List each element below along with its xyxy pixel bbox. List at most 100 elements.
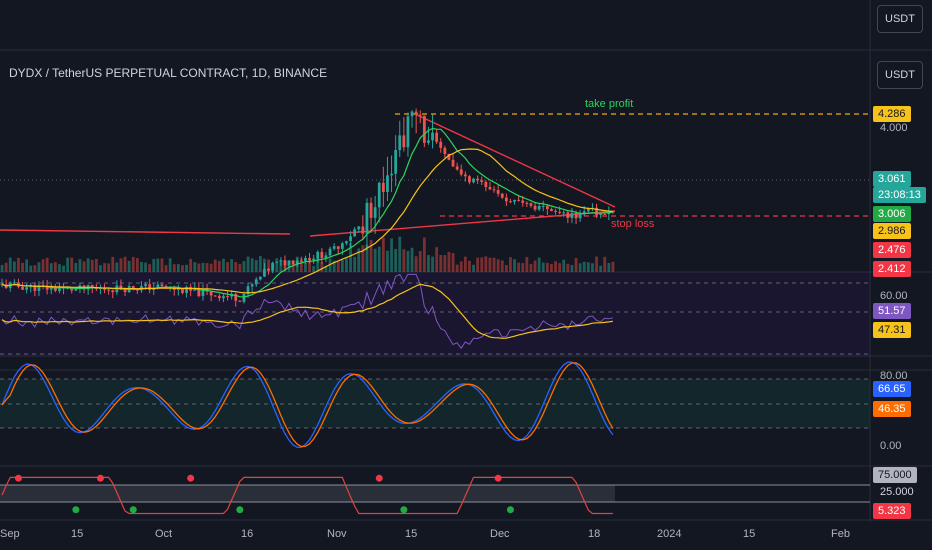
- volume-bar: [496, 259, 500, 272]
- candle-body: [439, 141, 443, 148]
- candle-body: [488, 186, 492, 190]
- candle-body: [103, 288, 106, 290]
- volume-bar: [148, 264, 152, 272]
- volume-bar: [316, 257, 320, 272]
- currency-button-top[interactable]: USDT: [877, 5, 923, 33]
- volume-bar: [591, 263, 594, 272]
- volume-bar: [86, 258, 90, 272]
- candle-body: [418, 114, 422, 116]
- volume-bar: [529, 264, 533, 272]
- volume-bar: [455, 264, 459, 272]
- rsi-value-tag: 51.57: [873, 303, 911, 319]
- volume-bar: [578, 263, 582, 272]
- candle-body: [443, 147, 447, 154]
- ma-slow-line: [1, 148, 613, 294]
- last-price-tag: 3.061: [873, 171, 911, 187]
- candle-body: [529, 203, 533, 206]
- date-label: Oct: [155, 528, 173, 540]
- currency-button-main[interactable]: USDT: [877, 61, 923, 89]
- volume-bar: [152, 258, 156, 272]
- volume-bar: [595, 256, 598, 272]
- volume-bar: [312, 265, 316, 272]
- volume-bar: [140, 261, 143, 272]
- volume-bar: [406, 250, 410, 272]
- volume-bar: [365, 244, 369, 272]
- volume-bar: [550, 264, 553, 272]
- candle-body: [365, 202, 369, 234]
- candle-body: [226, 296, 229, 298]
- candle-body: [37, 285, 41, 291]
- volume-bar: [357, 248, 361, 272]
- signal-dot: [375, 474, 383, 482]
- date-label: 16: [241, 528, 254, 540]
- volume-bar: [164, 265, 168, 272]
- volume-bar: [361, 245, 365, 272]
- volume-bar: [566, 263, 570, 272]
- volume-bar: [435, 247, 439, 272]
- candle-body: [299, 260, 303, 262]
- volume-bar: [345, 257, 348, 272]
- volume-bar: [135, 258, 139, 272]
- stoch-upper-tick: 80.00: [880, 370, 908, 382]
- date-label: 15: [405, 528, 418, 540]
- volume-bar: [410, 247, 414, 272]
- volume-bar: [402, 249, 406, 272]
- volume-bar: [275, 258, 279, 272]
- signal-dot: [72, 506, 80, 514]
- candle-body: [521, 200, 525, 203]
- stop-loss-annotation: stop loss: [611, 218, 655, 230]
- volume-bar: [181, 265, 184, 272]
- candle-body: [562, 212, 566, 214]
- volume-bar: [12, 261, 16, 272]
- volume-bar: [94, 258, 98, 272]
- volume-bar: [17, 257, 20, 272]
- candle-body: [304, 258, 307, 262]
- rsi-tick-label: 60.00: [880, 290, 908, 302]
- volume-bar: [37, 262, 41, 272]
- candle-body: [603, 213, 607, 215]
- date-label: Sep: [0, 528, 20, 540]
- volume-bar: [558, 263, 562, 272]
- volume-bar: [504, 265, 508, 272]
- volume-bar: [308, 258, 311, 272]
- volume-bar: [386, 250, 389, 272]
- candle-body: [484, 181, 488, 187]
- candle-body: [291, 260, 295, 265]
- volume-bar: [418, 251, 422, 272]
- candle-body: [201, 289, 205, 297]
- volume-bar: [254, 260, 258, 272]
- volume-bar: [369, 239, 373, 272]
- candle-body: [222, 296, 225, 299]
- candle-body: [545, 205, 549, 210]
- candle-body: [45, 285, 49, 290]
- volume-bar: [66, 257, 70, 272]
- volume-bar: [394, 248, 398, 272]
- pane-grid: [0, 0, 932, 522]
- volume-bar: [390, 238, 393, 272]
- candle-body: [283, 260, 287, 266]
- volume-bar: [398, 236, 402, 272]
- volume-bar: [90, 259, 94, 272]
- date-label: 2024: [657, 528, 682, 540]
- volume-bar: [541, 262, 545, 272]
- candle-body: [144, 284, 147, 287]
- volume-bar: [439, 254, 443, 272]
- candle-body: [381, 182, 385, 192]
- volume-bar: [603, 256, 607, 272]
- stop-loss-price-tag: 2.476: [873, 242, 911, 258]
- candle-body: [402, 135, 406, 148]
- volume-bar: [472, 264, 475, 272]
- signal-dot: [400, 506, 408, 514]
- volume-bar: [328, 258, 332, 272]
- candle-body: [12, 282, 16, 284]
- volume-bar: [49, 263, 53, 272]
- candle-body: [185, 286, 188, 293]
- volume-bar: [554, 261, 557, 272]
- low-price-tag: 2.412: [873, 261, 911, 277]
- volume-bar: [484, 256, 488, 272]
- osc-lower-tick: 25.000: [880, 486, 914, 498]
- signal-dot: [96, 474, 104, 482]
- candle-body: [504, 197, 508, 202]
- volume-bar: [160, 258, 164, 272]
